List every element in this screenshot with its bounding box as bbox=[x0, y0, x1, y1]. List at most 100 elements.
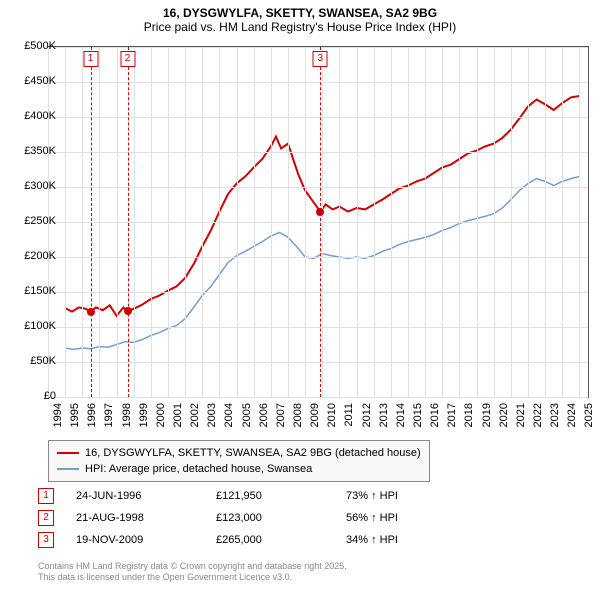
gridline-v bbox=[322, 47, 323, 397]
x-axis-label: 1995 bbox=[69, 403, 81, 433]
x-axis-label: 2018 bbox=[463, 403, 475, 433]
chart-plot-area: 1994199519961997199819992000200120022003… bbox=[48, 46, 589, 398]
x-axis-label: 2011 bbox=[343, 403, 355, 433]
x-axis-label: 2006 bbox=[258, 403, 270, 433]
footer: Contains HM Land Registry data © Crown c… bbox=[38, 561, 347, 584]
gridline-v bbox=[425, 47, 426, 397]
gridline-h bbox=[48, 82, 588, 83]
x-axis-label: 1999 bbox=[138, 403, 150, 433]
gridline-h bbox=[48, 362, 588, 363]
sales-date: 19-NOV-2009 bbox=[76, 534, 216, 546]
marker-line bbox=[320, 47, 321, 397]
sales-row: 1 24-JUN-1996£121,95073% ↑ HPI bbox=[38, 485, 446, 507]
sales-date: 21-AUG-1998 bbox=[76, 512, 216, 524]
gridline-v bbox=[271, 47, 272, 397]
y-axis-label: £150K bbox=[8, 285, 56, 297]
x-axis-label: 2005 bbox=[241, 403, 253, 433]
x-axis-label: 2007 bbox=[275, 403, 287, 433]
x-axis-label: 2016 bbox=[429, 403, 441, 433]
sales-hpi: 34% ↑ HPI bbox=[346, 534, 446, 546]
gridline-v bbox=[202, 47, 203, 397]
y-axis-label: £500K bbox=[8, 40, 56, 52]
gridline-v bbox=[219, 47, 220, 397]
x-axis-label: 2021 bbox=[515, 403, 527, 433]
sales-date: 24-JUN-1996 bbox=[76, 490, 216, 502]
sales-table: 1 24-JUN-1996£121,95073% ↑ HPI 2 21-AUG-199… bbox=[38, 485, 446, 551]
y-axis-label: £50K bbox=[8, 355, 56, 367]
y-axis-label: £250K bbox=[8, 215, 56, 227]
legend-swatch bbox=[57, 468, 79, 470]
y-axis-label: £100K bbox=[8, 320, 56, 332]
y-axis-label: £0 bbox=[8, 390, 56, 402]
x-axis-label: 2010 bbox=[326, 403, 338, 433]
gridline-v bbox=[305, 47, 306, 397]
y-axis-label: £450K bbox=[8, 75, 56, 87]
sales-marker-num: 1 bbox=[38, 488, 54, 504]
gridline-v bbox=[117, 47, 118, 397]
gridline-v bbox=[579, 47, 580, 397]
gridline-v bbox=[254, 47, 255, 397]
sales-price: £121,950 bbox=[216, 490, 346, 502]
x-axis-label: 2014 bbox=[395, 403, 407, 433]
footer-line1: Contains HM Land Registry data © Crown c… bbox=[38, 561, 347, 573]
gridline-h bbox=[48, 187, 588, 188]
gridline-h bbox=[48, 327, 588, 328]
gridline-h bbox=[48, 257, 588, 258]
x-axis-label: 1997 bbox=[103, 403, 115, 433]
x-axis-label: 2012 bbox=[361, 403, 373, 433]
x-axis-label: 1996 bbox=[86, 403, 98, 433]
gridline-v bbox=[185, 47, 186, 397]
footer-line2: This data is licensed under the Open Gov… bbox=[38, 572, 347, 584]
marker-dot bbox=[316, 208, 324, 216]
legend-swatch bbox=[57, 452, 79, 454]
sales-marker-num: 3 bbox=[38, 532, 54, 548]
legend-label: HPI: Average price, detached house, Swan… bbox=[85, 463, 312, 475]
gridline-v bbox=[545, 47, 546, 397]
y-axis-label: £400K bbox=[8, 110, 56, 122]
gridline-h bbox=[48, 222, 588, 223]
x-axis-label: 1994 bbox=[52, 403, 64, 433]
gridline-v bbox=[65, 47, 66, 397]
x-axis-label: 2019 bbox=[481, 403, 493, 433]
x-axis-label: 2024 bbox=[566, 403, 578, 433]
y-axis-label: £200K bbox=[8, 250, 56, 262]
gridline-v bbox=[168, 47, 169, 397]
gridline-h bbox=[48, 47, 588, 48]
gridline-v bbox=[151, 47, 152, 397]
sales-marker-num: 2 bbox=[38, 510, 54, 526]
gridline-v bbox=[494, 47, 495, 397]
x-axis-label: 2004 bbox=[223, 403, 235, 433]
x-axis-label: 2000 bbox=[155, 403, 167, 433]
gridline-v bbox=[442, 47, 443, 397]
x-axis-label: 2003 bbox=[206, 403, 218, 433]
legend-item: 16, DYSGWYLFA, SKETTY, SWANSEA, SA2 9BG … bbox=[57, 445, 421, 461]
sales-price: £123,000 bbox=[216, 512, 346, 524]
gridline-v bbox=[237, 47, 238, 397]
gridline-h bbox=[48, 152, 588, 153]
gridline-v bbox=[528, 47, 529, 397]
gridline-h bbox=[48, 117, 588, 118]
x-axis-label: 2020 bbox=[498, 403, 510, 433]
gridline-h bbox=[48, 292, 588, 293]
title-subtitle: Price paid vs. HM Land Registry's House … bbox=[0, 20, 600, 34]
title-block: 16, DYSGWYLFA, SKETTY, SWANSEA, SA2 9BG … bbox=[0, 0, 600, 34]
x-axis-label: 2013 bbox=[378, 403, 390, 433]
gridline-v bbox=[511, 47, 512, 397]
gridline-v bbox=[82, 47, 83, 397]
sales-row: 2 21-AUG-1998£123,00056% ↑ HPI bbox=[38, 507, 446, 529]
sales-hpi: 73% ↑ HPI bbox=[346, 490, 446, 502]
marker-label: 1 bbox=[83, 51, 98, 67]
legend-item: HPI: Average price, detached house, Swan… bbox=[57, 461, 421, 477]
marker-dot bbox=[124, 307, 132, 315]
x-axis-label: 2022 bbox=[532, 403, 544, 433]
sales-price: £265,000 bbox=[216, 534, 346, 546]
gridline-v bbox=[99, 47, 100, 397]
x-axis-label: 2015 bbox=[412, 403, 424, 433]
x-axis-label: 1998 bbox=[121, 403, 133, 433]
gridline-v bbox=[459, 47, 460, 397]
title-address: 16, DYSGWYLFA, SKETTY, SWANSEA, SA2 9BG bbox=[0, 6, 600, 20]
sales-hpi: 56% ↑ HPI bbox=[346, 512, 446, 524]
x-axis-label: 2009 bbox=[309, 403, 321, 433]
gridline-v bbox=[374, 47, 375, 397]
x-axis-label: 2017 bbox=[446, 403, 458, 433]
